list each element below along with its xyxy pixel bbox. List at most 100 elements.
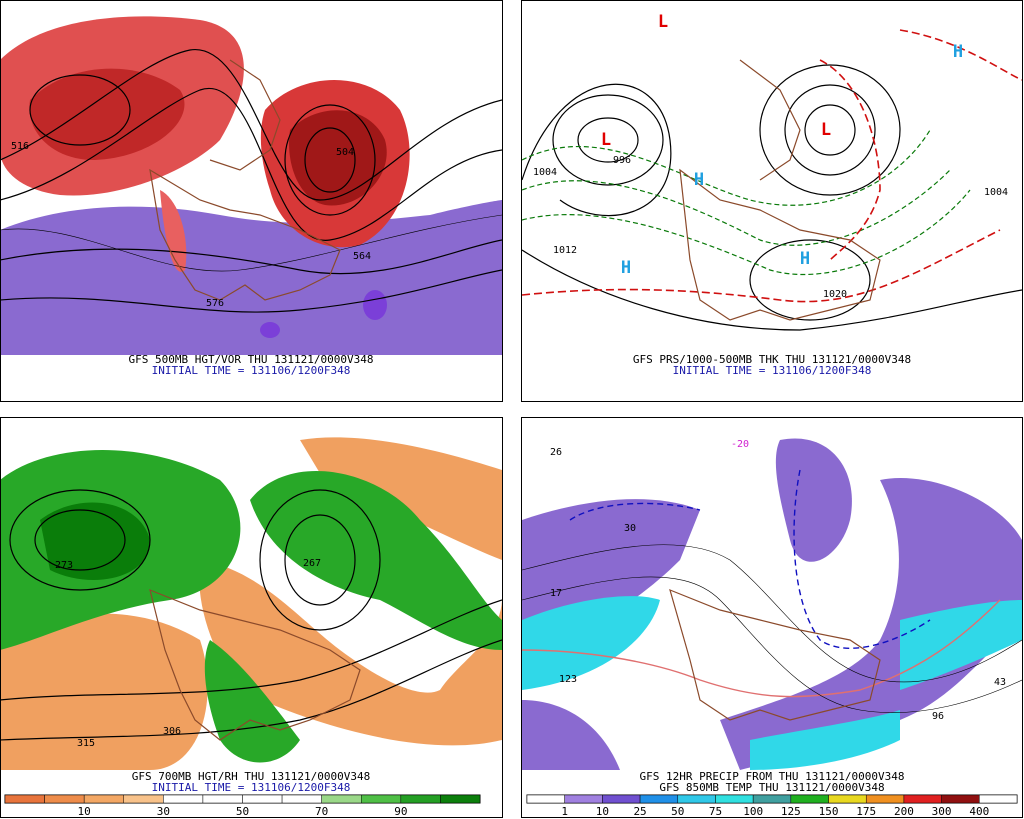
map-label: 1004 [984, 187, 1008, 198]
initial-time: INITIAL TIME = 131106/1200F348 [152, 781, 351, 794]
rh-moist [40, 502, 150, 580]
map-label: 1004 [533, 167, 557, 178]
map-label: 267 [303, 558, 321, 569]
map-label: 564 [353, 251, 371, 262]
colorbar-label: 50 [671, 805, 684, 818]
colorbar-label: 75 [709, 805, 722, 818]
colorbar-segment [281, 794, 322, 804]
map-500mb: 516 504 576 564 GFS 500MB HGT/VOR THU 13… [1, 16, 502, 377]
contour [284, 514, 356, 606]
colorbar-segment [828, 794, 867, 804]
colorbar-segment [83, 794, 124, 804]
precip [775, 438, 852, 562]
map-label: 504 [336, 147, 354, 158]
contour [1, 214, 502, 272]
colorbar-segment [752, 794, 792, 804]
panel-frame [0, 0, 503, 402]
colorbar-label: 70 [315, 805, 328, 818]
colorbar-segment [400, 794, 441, 804]
isobar [522, 83, 672, 217]
high-marker: H [694, 170, 704, 190]
colorbar-segment [4, 794, 45, 804]
colorbar-label: 10 [596, 805, 609, 818]
colorbar-segment [677, 794, 716, 804]
contour [34, 509, 126, 571]
colorbar-segment [865, 794, 905, 804]
vorticity-negative [260, 322, 280, 338]
high-marker: H [800, 249, 810, 269]
colorbar-label: 125 [781, 805, 801, 818]
colorbar-segment [903, 794, 942, 804]
isotherm [569, 469, 931, 649]
low-marker: L [658, 12, 668, 32]
contour [304, 127, 356, 193]
colorbar-segment [564, 794, 603, 804]
precip [522, 700, 620, 770]
colorbar: 1 10 25 50 75 100 125 150 175 200 300 400 [526, 794, 1018, 818]
isobar [552, 94, 664, 186]
isobar [522, 249, 1022, 331]
colorbar-segment [163, 794, 204, 804]
colorbar-segment [526, 794, 565, 804]
map-label: 576 [206, 298, 224, 309]
vorticity-positive [289, 110, 387, 206]
colorbar-label: 50 [236, 805, 249, 818]
colorbar-label: 100 [743, 805, 763, 818]
rh-dry [1, 613, 208, 770]
caption: GFS 700MB HGT/RH THU 131121/0000V348 [132, 770, 370, 783]
colorbar-segment [123, 794, 164, 804]
map-label: 315 [77, 738, 95, 749]
map-label: 30 [624, 523, 636, 534]
colorbar-segment [715, 794, 754, 804]
high-marker: H [621, 258, 631, 278]
colorbar-segment [602, 794, 641, 804]
colorbar-segment [202, 794, 243, 804]
contour [9, 489, 151, 591]
colorbar-label: 25 [633, 805, 646, 818]
panel-frame [521, 0, 1023, 402]
high-marker: H [953, 42, 963, 62]
precip [750, 710, 900, 770]
map-label: 43 [994, 677, 1006, 688]
rh-moist [204, 640, 300, 763]
caption: GFS 500MB HGT/VOR THU 131121/0000V348 [128, 353, 373, 366]
caption: GFS 850MB TEMP THU 131121/0000V348 [659, 781, 884, 794]
contour [1, 49, 502, 201]
map-pressure: L L L H H H H 996 1004 1012 1020 1004 GF… [522, 12, 1022, 377]
precip [522, 596, 660, 690]
contour [1, 269, 502, 313]
colorbar-label: 10 [78, 805, 91, 818]
initial-time: INITIAL TIME = 131106/1200F348 [152, 364, 351, 377]
colorbar-label: 1 [561, 805, 568, 818]
colorbar-label: 300 [932, 805, 952, 818]
isobar [759, 64, 901, 196]
colorbar: 10 30 50 70 90 [4, 794, 481, 818]
contour [284, 104, 376, 216]
isobar [784, 84, 876, 176]
caption: GFS 12HR PRECIP FROM THU 131121/0000V348 [640, 770, 905, 783]
thickness-570 [522, 29, 1022, 303]
isobar [749, 239, 871, 321]
vorticity-positive [160, 190, 187, 272]
isobar [577, 117, 639, 163]
map-label: 996 [613, 155, 631, 166]
map-label: 1020 [823, 289, 847, 300]
contour [1, 87, 502, 241]
low-marker: L [601, 130, 611, 150]
panel-frame [0, 417, 503, 818]
coastline [149, 589, 361, 741]
contour [29, 74, 131, 146]
colorbar-label: 150 [819, 805, 839, 818]
rh-dry [300, 437, 502, 560]
caption: GFS PRS/1000-500MB THK THU 131121/0000V3… [633, 353, 911, 366]
isobar [804, 104, 856, 156]
colorbar-segment [321, 794, 362, 804]
contour [1, 639, 502, 741]
coastline [669, 588, 881, 721]
colorbar-label: 400 [969, 805, 989, 818]
colorbar-segment [979, 794, 1018, 804]
map-label: 26 [550, 447, 562, 458]
contour [1, 239, 502, 275]
coastline [679, 59, 881, 321]
colorbar-segment [790, 794, 829, 804]
